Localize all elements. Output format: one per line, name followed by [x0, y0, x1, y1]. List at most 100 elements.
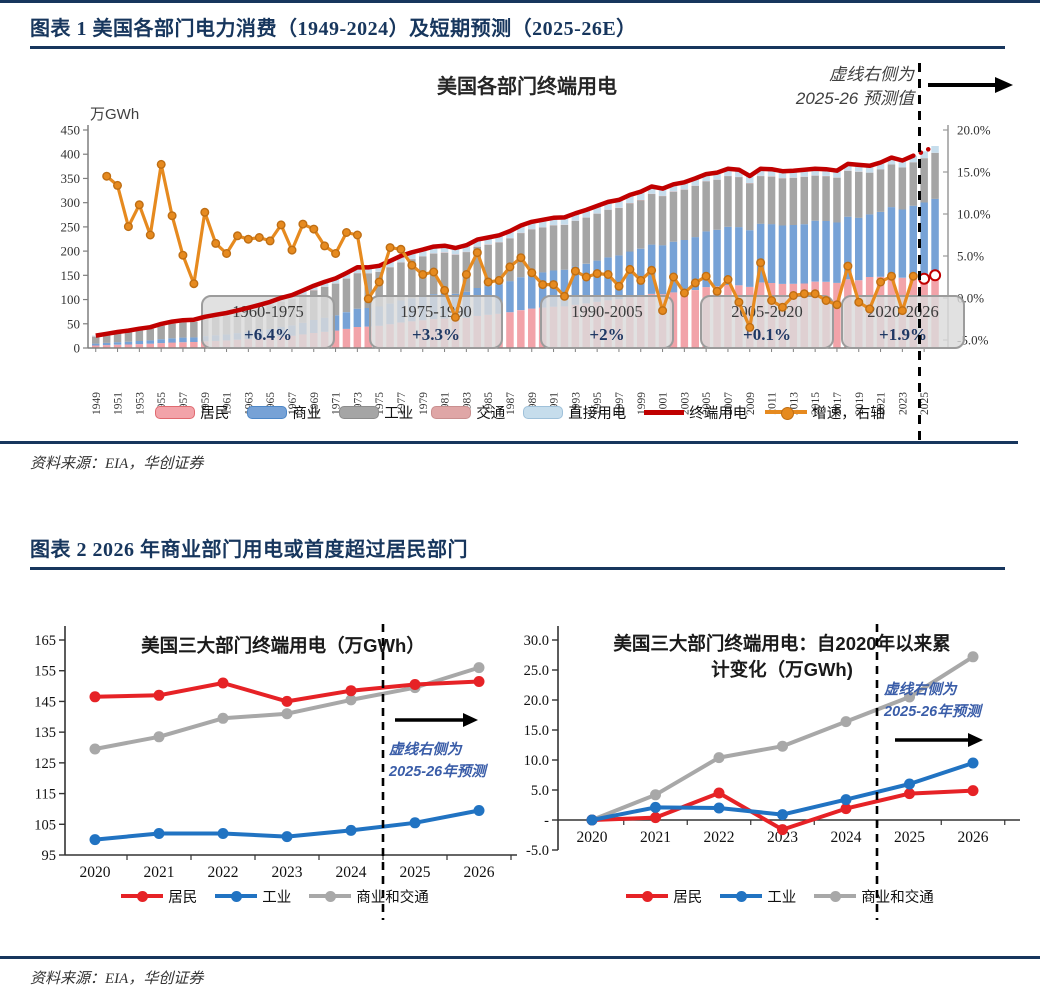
svg-text:2020: 2020	[80, 864, 111, 881]
svg-text:50: 50	[67, 316, 80, 331]
legend-label: 商业和交通	[356, 889, 429, 906]
svg2r-forecast-note: 虚线右侧为 2025-26年预测	[883, 681, 983, 720]
svg-text:1987: 1987	[505, 392, 517, 415]
svg-text:10.0%: 10.0%	[957, 207, 991, 222]
svg-text:2007: 2007	[723, 392, 735, 415]
era-annotation-boxes: 1960-1975 +6.4% 1975-1990 +3.3% 1990-2005 +2%…	[201, 295, 965, 349]
svg-text:2015: 2015	[810, 392, 822, 415]
svg-text:2025-26年预测: 2025-26年预测	[883, 703, 983, 720]
svg-text:135: 135	[34, 725, 56, 741]
figure2-right-chart: 30.0 25.0 20.0 15.0 10.0 5.0 - -5.0 2020 2021 2022…	[524, 624, 1020, 920]
svg2l-forecast-note: 虚线右侧为 2025-26年预测	[388, 741, 488, 780]
svg-text:2026: 2026	[958, 829, 989, 846]
legend-swatch	[765, 406, 808, 420]
svg2r-x-axis: 2020 2021 2022 2023 2024 2025 2026	[558, 819, 1020, 846]
svg-text:2009: 2009	[745, 392, 757, 415]
legend-item: 工业	[339, 402, 413, 423]
total-line	[95, 143, 938, 338]
svg-text:2025-26年预测: 2025-26年预测	[388, 763, 488, 780]
legend-item: 增速，右轴	[765, 402, 885, 423]
svg-text:1975-1990: 1975-1990	[400, 302, 472, 321]
legend-label: 工业	[262, 889, 292, 906]
svg-text:350: 350	[61, 171, 81, 186]
svg-text:10.0: 10.0	[524, 753, 549, 769]
svg-text:2023: 2023	[767, 829, 798, 846]
right-arrow-icon	[895, 733, 983, 747]
svg-text:2025: 2025	[919, 392, 931, 415]
legend-swatch	[309, 890, 352, 902]
legend-label: 商业	[292, 405, 322, 422]
svg-text:150: 150	[61, 268, 81, 283]
svg-text:2022: 2022	[704, 829, 735, 846]
figure1-heading: 图表 1 美国各部门电力消费（1949-2024）及短期预测（2025-26E）	[30, 18, 637, 40]
figure1-legend: 居民 商业 工业 交通 直接用电 终端用电 增速，右轴	[60, 399, 980, 425]
era-box	[369, 295, 503, 349]
figure2-source: 资料来源：EIA，华创证券	[30, 971, 204, 987]
svg-text:2001: 2001	[658, 392, 670, 415]
legend-item: 工业	[720, 886, 796, 907]
figure1-heading-underline	[30, 46, 1005, 49]
legend-swatch	[644, 409, 685, 415]
svg-text:1979: 1979	[418, 392, 430, 415]
svg-text:+1.9%: +1.9%	[879, 325, 927, 344]
right-arrow-icon	[395, 713, 478, 727]
svg-text:0: 0	[74, 341, 81, 356]
svg-text:1949: 1949	[91, 392, 103, 415]
legend-label: 终端用电	[689, 405, 748, 422]
growth-line	[102, 159, 942, 332]
svg-text:2024: 2024	[336, 864, 367, 881]
svg-text:20.0: 20.0	[524, 693, 549, 709]
figure1-title: 美国各部门终端用电	[437, 74, 617, 98]
legend-label: 工业	[384, 405, 414, 422]
svg-text:1951: 1951	[113, 392, 125, 415]
svg-text:1969: 1969	[309, 392, 321, 415]
svg2r-y-axis: 30.0 25.0 20.0 15.0 10.0 5.0 - -5.0	[524, 626, 559, 859]
svg-text:100: 100	[61, 292, 81, 307]
legend-swatch	[720, 890, 763, 902]
svg-text:450: 450	[61, 123, 81, 138]
top-border-line	[0, 0, 1040, 3]
legend-item: 终端用电	[644, 402, 747, 423]
svg-text:1995: 1995	[592, 392, 604, 415]
svg-text:15.0: 15.0	[524, 723, 549, 739]
svg-text:165: 165	[34, 633, 56, 649]
svg-text:2019: 2019	[854, 392, 866, 415]
figure2-right-legend: 居民 工业 商业和交通	[520, 884, 1040, 908]
legend-swatch	[626, 890, 669, 902]
legend-item: 居民	[626, 886, 702, 907]
legend-label: 工业	[767, 889, 797, 906]
svg-text:250: 250	[61, 219, 81, 234]
figure2-heading-underline	[30, 567, 1005, 570]
svg-text:虚线右侧为: 虚线右侧为	[883, 681, 958, 698]
svg-text:2011: 2011	[767, 392, 779, 415]
svg-text:30.0: 30.0	[524, 633, 549, 649]
svg-text:+3.3%: +3.3%	[412, 325, 460, 344]
svg-text:2020: 2020	[577, 829, 608, 846]
svg-text:105: 105	[34, 817, 56, 833]
svg-text:1985: 1985	[483, 392, 495, 415]
svg-text:2025: 2025	[400, 864, 431, 881]
legend-item: 交通	[431, 402, 505, 423]
legend-item: 商业和交通	[814, 886, 934, 907]
svg-text:400: 400	[61, 147, 81, 162]
legend-item: 居民	[155, 402, 229, 423]
figure1-bottom-rule	[0, 441, 1018, 444]
figure2-left-legend: 居民 工业 商业和交通	[25, 884, 525, 908]
svg-text:95: 95	[42, 848, 57, 864]
legend-swatch	[523, 405, 564, 419]
svg-text:20.0%: 20.0%	[957, 123, 991, 138]
svg-text:1959: 1959	[200, 392, 212, 415]
svg-text:计变化（万GWh): 计变化（万GWh)	[711, 659, 853, 680]
svg-text:2024: 2024	[831, 829, 862, 846]
svg-text:-5.0: -5.0	[526, 843, 549, 859]
svg-text:1999: 1999	[636, 392, 648, 415]
legend-swatch	[215, 890, 258, 902]
svg-text:2005: 2005	[701, 392, 713, 415]
bars-ind	[92, 152, 939, 344]
legend-swatch	[155, 405, 196, 419]
svg-text:1990-2005: 1990-2005	[571, 302, 643, 321]
svg-text:2025-26 预测值: 2025-26 预测值	[795, 89, 916, 108]
figure1-unit-label: 万GWh	[90, 106, 139, 123]
era-box	[540, 295, 674, 349]
